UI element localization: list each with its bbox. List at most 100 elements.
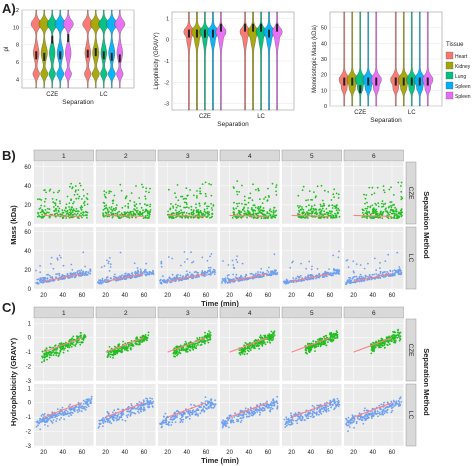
- data-point: [61, 209, 64, 212]
- data-point: [175, 415, 178, 418]
- data-point: [335, 271, 338, 274]
- data-point: [89, 272, 92, 275]
- data-point: [331, 210, 333, 213]
- data-point: [292, 419, 295, 422]
- data-point: [201, 256, 204, 259]
- data-point: [205, 407, 207, 410]
- data-point: [69, 403, 71, 406]
- data-point: [177, 199, 180, 202]
- data-point: [287, 423, 290, 425]
- data-point: [208, 213, 211, 216]
- data-point: [76, 212, 79, 215]
- data-point: [226, 277, 229, 279]
- data-point: [233, 201, 235, 204]
- data-point: [108, 190, 111, 193]
- data-point: [210, 401, 213, 404]
- data-point: [141, 213, 144, 216]
- data-point: [76, 271, 79, 274]
- data-point: [77, 339, 80, 342]
- data-point: [103, 193, 106, 196]
- data-point: [182, 418, 185, 421]
- data-point: [130, 192, 133, 195]
- data-point: [379, 272, 382, 274]
- data-point: [199, 406, 202, 408]
- data-point: [150, 402, 153, 405]
- data-point: [105, 191, 108, 194]
- data-point: [132, 407, 135, 410]
- data-point: [47, 351, 50, 354]
- data-point: [178, 351, 181, 353]
- data-point: [368, 186, 371, 189]
- data-point: [75, 208, 78, 210]
- data-point: [284, 423, 287, 426]
- data-point: [190, 213, 193, 216]
- data-point: [307, 217, 309, 219]
- data-point: [328, 204, 331, 207]
- median-box: [43, 52, 46, 61]
- data-point: [238, 211, 240, 214]
- data-point: [271, 407, 274, 410]
- data-point: [253, 209, 256, 212]
- data-point: [267, 404, 270, 406]
- data-point: [210, 398, 213, 401]
- data-point: [107, 353, 110, 356]
- x-tick-label: 60: [327, 293, 334, 299]
- data-point: [222, 260, 224, 262]
- data-point: [73, 344, 75, 346]
- data-point: [373, 277, 376, 280]
- data-point: [318, 413, 320, 416]
- data-point: [363, 193, 365, 196]
- data-point: [169, 277, 172, 280]
- data-point: [231, 216, 234, 219]
- data-point: [128, 273, 131, 275]
- data-point: [258, 413, 261, 416]
- data-point: [140, 407, 143, 410]
- data-point: [50, 420, 53, 423]
- data-point: [74, 189, 77, 192]
- data-point: [401, 214, 403, 217]
- data-point: [133, 276, 136, 278]
- data-point: [312, 208, 315, 211]
- data-point: [240, 414, 243, 416]
- data-point: [318, 410, 321, 413]
- data-point: [337, 256, 340, 259]
- data-point: [112, 199, 115, 202]
- y-tick-label: 0: [28, 287, 32, 293]
- data-point: [119, 416, 121, 418]
- data-point: [116, 213, 119, 216]
- data-point: [146, 398, 149, 400]
- data-point: [183, 261, 186, 263]
- data-point: [310, 347, 313, 349]
- data-point: [318, 272, 321, 275]
- facet-label: 2: [124, 310, 128, 317]
- data-point: [325, 271, 328, 274]
- data-point: [81, 198, 83, 200]
- data-point: [308, 412, 311, 414]
- data-point: [63, 418, 66, 421]
- data-point: [185, 201, 188, 204]
- data-point: [240, 419, 243, 422]
- x-tick-label: 60: [141, 450, 148, 456]
- data-point: [305, 199, 307, 202]
- data-point: [384, 260, 387, 262]
- data-point: [112, 411, 114, 414]
- data-point: [179, 274, 182, 277]
- data-point: [256, 344, 259, 346]
- data-point: [236, 180, 239, 183]
- data-point: [268, 336, 271, 338]
- data-point: [41, 356, 44, 359]
- data-point: [311, 205, 313, 208]
- data-point: [206, 205, 209, 208]
- trend-line: [229, 337, 269, 353]
- data-point: [240, 349, 243, 351]
- data-point: [272, 211, 275, 213]
- data-point: [390, 201, 393, 203]
- data-point: [38, 208, 41, 210]
- data-point: [366, 279, 369, 281]
- data-point: [187, 416, 189, 418]
- median-box: [51, 35, 54, 44]
- data-point: [250, 272, 253, 275]
- data-point: [143, 211, 146, 213]
- data-point: [356, 277, 359, 280]
- data-point: [53, 348, 56, 351]
